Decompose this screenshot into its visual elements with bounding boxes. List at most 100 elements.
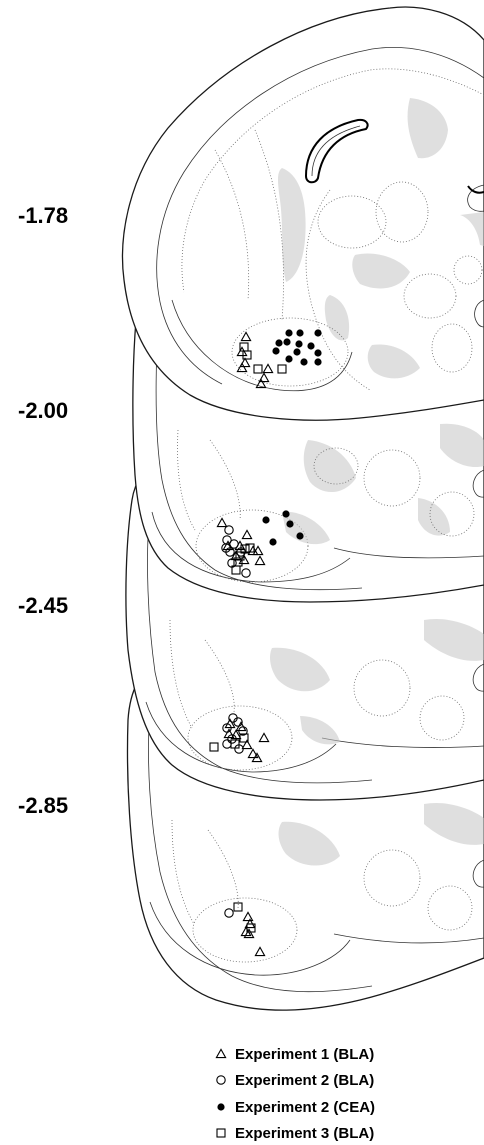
placement-experiment-2-cea-marker (296, 532, 304, 540)
section-3-lobe-contour (145, 701, 337, 773)
placement-experiment-3-bla-marker (240, 544, 250, 554)
section-3-inner-contour (147, 501, 373, 784)
legend-open-triangle-icon (215, 1048, 227, 1059)
placement-experiment-1-bla-marker (223, 728, 235, 739)
section-4-nucleus-boundary (427, 885, 473, 931)
placement-experiment-2-cea-marker (283, 338, 291, 346)
section-2-capsule-line (333, 547, 484, 559)
section-1-nucleus-boundary (403, 273, 457, 319)
section-3-nucleus-boundary (353, 659, 411, 717)
section-4-nucleus-boundary (192, 897, 298, 963)
placement-experiment-3-bla-marker (245, 543, 255, 553)
section-4-layer-boundary (171, 819, 195, 925)
section-2-nucleus-boundary (195, 509, 309, 583)
placement-experiment-2-cea-marker (295, 340, 303, 348)
legend: Experiment 1 (BLA) Experiment 2 (BLA) Ex… (215, 1046, 375, 1142)
section-1-nucleus-boundary (431, 323, 473, 373)
legend-open-square-icon (216, 1128, 226, 1138)
section-2-stippled-region (303, 440, 356, 493)
section-1-ventricle-contour (467, 184, 484, 212)
section-2-stippled-region (440, 423, 484, 468)
placement-experiment-2-cea-marker (307, 342, 315, 350)
section-1-nucleus-boundary (231, 317, 349, 387)
section-3-stippled-region (424, 618, 484, 661)
placement-experiment-1-bla-marker (224, 718, 236, 729)
section-2-inner-contour (155, 321, 363, 591)
placement-experiment-2-cea-marker (282, 510, 290, 518)
placement-experiment-1-bla-marker (251, 752, 263, 763)
placement-experiment-1-bla-marker (243, 928, 255, 939)
section-4-ventricle-contour (472, 859, 484, 888)
placement-experiment-1-bla-marker (216, 517, 228, 528)
placement-experiment-2-cea-marker (293, 348, 301, 356)
section-1-nucleus-boundary (317, 195, 387, 249)
placement-experiment-3-bla-marker (231, 565, 241, 575)
placement-experiment-2-cea-marker (269, 538, 277, 546)
section-4-capsule-line (333, 933, 484, 944)
placement-experiment-1-bla-marker (240, 331, 252, 342)
section-2-ventricle-contour (472, 469, 484, 498)
section-2-nucleus-boundary (363, 449, 421, 507)
section-1-placements (236, 329, 322, 389)
placement-experiment-2-cea-marker (285, 355, 293, 363)
placement-experiment-2-cea-marker (296, 329, 304, 337)
section-3-ventricle-contour (472, 663, 484, 692)
section-3-layer-boundary (169, 619, 193, 729)
placement-experiment-3-bla-marker (277, 364, 287, 374)
legend-item (217, 1103, 225, 1111)
placement-experiment-1-bla-marker (247, 748, 259, 759)
placement-experiment-1-bla-marker (254, 555, 266, 566)
placement-experiment-1-bla-marker (255, 378, 267, 389)
placement-experiment-3-bla-marker (253, 364, 263, 374)
legend-label: Experiment 2 (BLA) (235, 1072, 374, 1089)
placement-experiment-2-bla-marker (224, 908, 234, 918)
placement-experiment-1-bla-marker (252, 545, 264, 556)
placement-experiment-1-bla-marker (258, 372, 270, 383)
section-4-stippled-region (278, 821, 340, 866)
section-4-stippled-region (424, 802, 484, 845)
section-4-lobe-contour (149, 901, 351, 976)
section-1-third-ventricle-mark (467, 185, 484, 194)
legend-label: Experiment 3 (BLA) (235, 1125, 374, 1142)
placement-experiment-3-bla-marker (239, 733, 249, 743)
section-1-stippled-region (460, 212, 484, 246)
section-4-inner-contour (148, 701, 373, 993)
section-2-stippled-region (282, 511, 330, 545)
section-1-nucleus-boundary (214, 149, 250, 301)
section-3-ap-label: -2.45 (18, 593, 68, 618)
section-1-ventricle-contour (474, 299, 484, 328)
section-1-nucleus-boundary (375, 181, 429, 243)
placement-experiment-1-bla-marker (239, 357, 251, 368)
placement-experiment-2-cea-marker (285, 329, 293, 337)
placement-experiment-2-bla-marker (233, 717, 243, 727)
section-4-placements (224, 902, 266, 957)
section-2-ap-label: -2.00 (18, 398, 68, 423)
legend-filled-circle-icon (217, 1103, 225, 1111)
placement-experiment-2-cea-marker (314, 349, 322, 357)
section-1-stippled-region (367, 344, 420, 379)
section-1-nucleus-boundary (254, 129, 284, 321)
legend-item (216, 1128, 226, 1138)
section-1-stippled-region (352, 253, 410, 289)
legend-item (215, 1048, 227, 1059)
placement-experiment-1-bla-marker (241, 739, 253, 750)
legend-item (216, 1075, 226, 1085)
section-1-stippled-region (407, 98, 448, 159)
placement-experiment-2-cea-marker (286, 520, 294, 528)
placement-experiment-1-bla-marker (235, 721, 247, 732)
section-2-stippled-region (418, 498, 450, 536)
section-2-nucleus-boundary (313, 447, 359, 485)
section-1-stippled-region (324, 295, 350, 341)
placement-experiment-2-cea-marker (314, 358, 322, 366)
section-2-placements (216, 510, 304, 578)
section-1-inner-contour (156, 47, 484, 385)
placement-experiment-3-bla-marker (233, 902, 243, 912)
section-3-placements (209, 713, 270, 763)
section-3-nucleus-boundary (187, 705, 293, 771)
placement-experiment-1-bla-marker (230, 729, 242, 740)
placement-experiment-2-cea-marker (275, 339, 283, 347)
legend-label: Experiment 2 (CEA) (235, 1099, 375, 1116)
section-1-layer-boundary (181, 68, 484, 293)
placement-experiment-1-bla-marker (242, 911, 254, 922)
